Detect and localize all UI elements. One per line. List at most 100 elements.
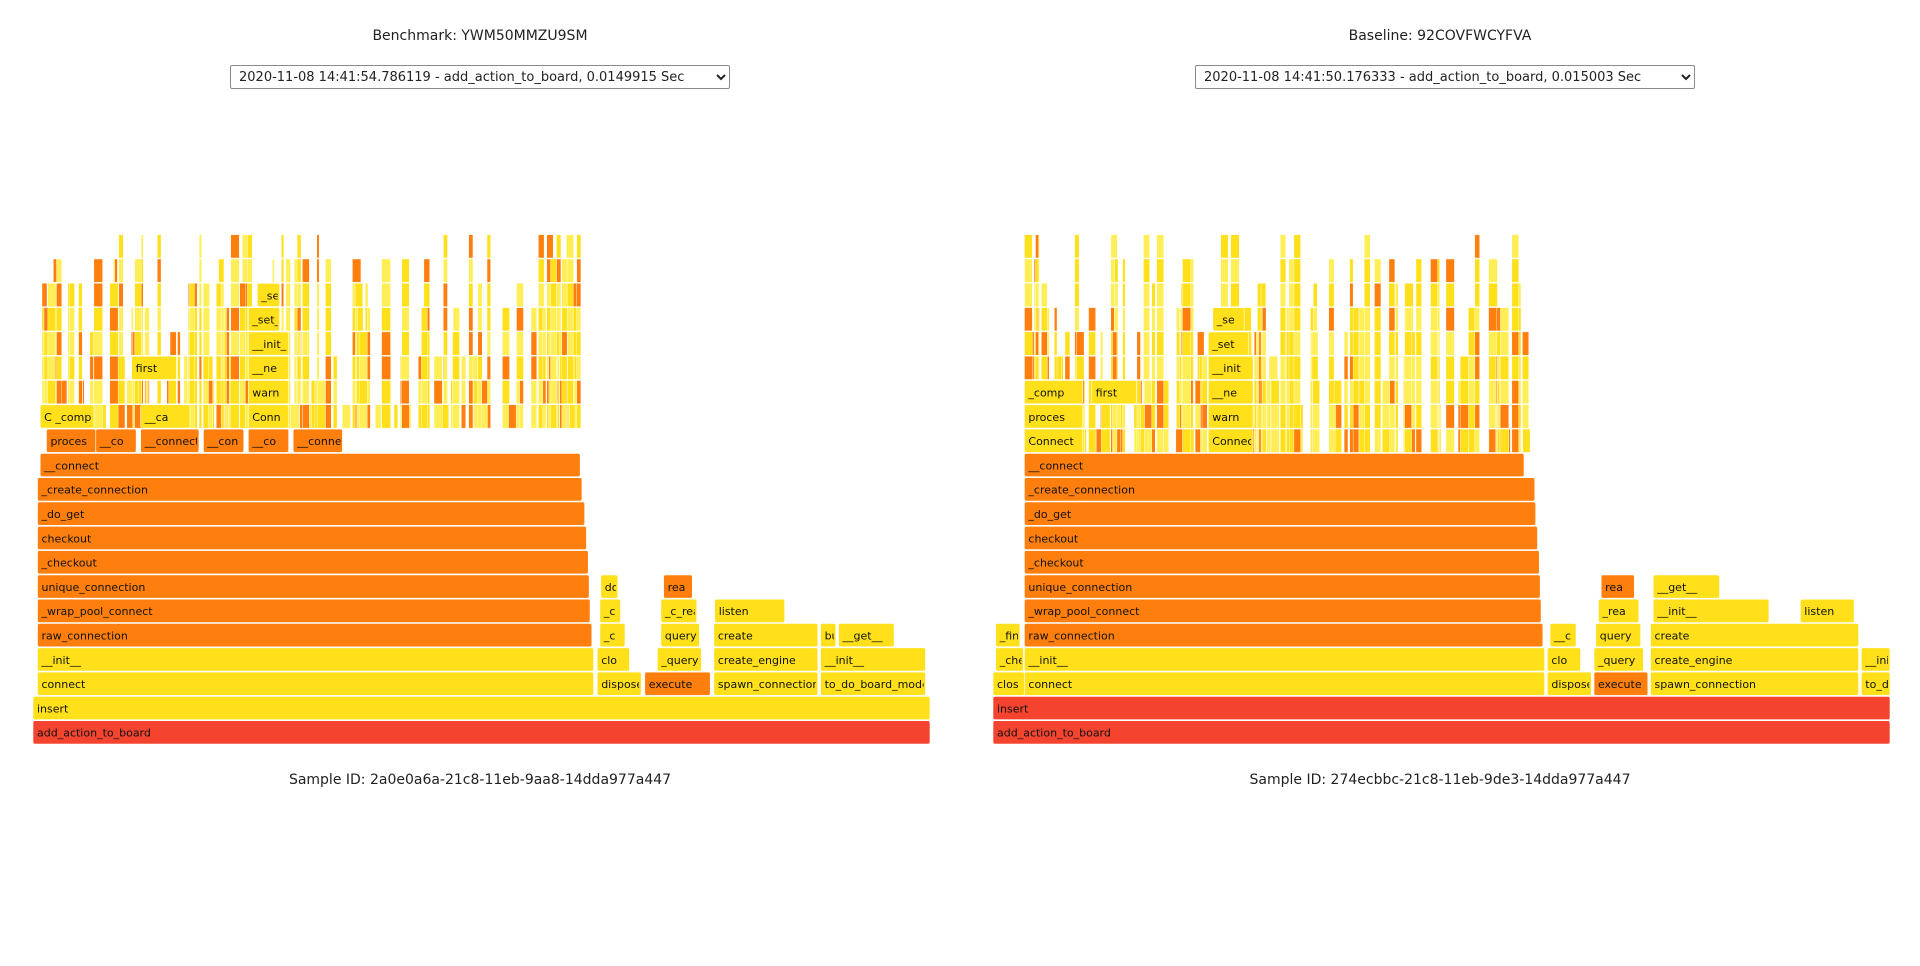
flame-sliver[interactable] xyxy=(296,355,302,380)
flame-sliver[interactable] xyxy=(1201,428,1208,453)
flame-sliver[interactable] xyxy=(1468,331,1476,356)
flame-sliver[interactable] xyxy=(357,307,364,332)
flame-sliver[interactable] xyxy=(1280,355,1286,380)
flame-sliver[interactable] xyxy=(452,331,460,356)
flame-sliver[interactable] xyxy=(1349,355,1354,380)
flame-sliver[interactable] xyxy=(1266,404,1271,429)
flame-frame[interactable]: __ne xyxy=(1207,380,1254,405)
flame-sliver[interactable] xyxy=(1343,355,1349,380)
flame-sliver[interactable] xyxy=(1374,428,1382,453)
flame-sliver[interactable] xyxy=(93,283,103,307)
flame-sliver[interactable] xyxy=(561,380,568,404)
flame-sliver[interactable] xyxy=(1156,307,1164,332)
flame-sliver[interactable] xyxy=(333,404,338,429)
flame-sliver[interactable] xyxy=(1374,283,1382,307)
flame-sliver[interactable] xyxy=(1328,355,1335,380)
flame-frame[interactable]: clos xyxy=(992,671,1025,696)
flame-sliver[interactable] xyxy=(281,234,284,259)
flame-sliver[interactable] xyxy=(118,307,124,332)
flame-sliver[interactable] xyxy=(1364,234,1371,259)
flame-frame-rect[interactable] xyxy=(599,623,626,648)
flame-sliver[interactable] xyxy=(530,404,538,429)
flame-sliver[interactable] xyxy=(1364,428,1371,453)
flame-sliver[interactable] xyxy=(486,258,491,283)
flame-sliver[interactable] xyxy=(239,283,246,307)
flame-sliver[interactable] xyxy=(1343,331,1349,356)
flame-sliver[interactable] xyxy=(1151,355,1156,380)
flame-sliver[interactable] xyxy=(216,307,222,332)
flame-sliver[interactable] xyxy=(1122,258,1126,283)
flame-sliver[interactable] xyxy=(189,355,195,380)
flame-frame-rect[interactable] xyxy=(1593,647,1644,672)
flame-frame[interactable]: __connect xyxy=(1024,453,1525,477)
flame-sliver[interactable] xyxy=(183,380,188,404)
flame-sliver[interactable] xyxy=(1415,307,1422,332)
flame-sliver[interactable] xyxy=(358,355,369,380)
flame-sliver[interactable] xyxy=(433,355,443,380)
flame-sliver[interactable] xyxy=(1280,234,1286,259)
flame-sliver[interactable] xyxy=(1100,355,1104,380)
flame-frame-rect[interactable] xyxy=(1024,647,1545,672)
flame-sliver[interactable] xyxy=(68,283,75,307)
flame-sliver[interactable] xyxy=(117,380,126,404)
flame-sliver[interactable] xyxy=(1054,355,1058,380)
flame-sliver[interactable] xyxy=(189,331,195,356)
flame-sliver[interactable] xyxy=(230,355,240,380)
flame-sliver[interactable] xyxy=(216,404,222,429)
flame-sliver[interactable] xyxy=(565,234,574,259)
flame-frame[interactable]: _fin xyxy=(995,623,1021,648)
flame-sliver[interactable] xyxy=(1522,331,1529,356)
flame-sliver[interactable] xyxy=(1500,307,1510,332)
flame-sliver[interactable] xyxy=(1415,380,1422,404)
flame-sliver[interactable] xyxy=(461,404,466,429)
flame-sliver[interactable] xyxy=(333,380,338,404)
flame-sliver[interactable] xyxy=(117,355,126,380)
flame-sliver[interactable] xyxy=(78,355,83,380)
flame-frame-rect[interactable] xyxy=(37,574,590,599)
flame-sliver[interactable] xyxy=(325,380,332,404)
flame-sliver[interactable] xyxy=(1312,404,1320,429)
flame-sliver[interactable] xyxy=(530,380,538,404)
flame-sliver[interactable] xyxy=(1293,380,1301,404)
flame-sliver[interactable] xyxy=(1488,283,1498,307)
flame-sliver[interactable] xyxy=(1151,283,1156,307)
flame-sliver[interactable] xyxy=(561,355,568,380)
flame-sliver[interactable] xyxy=(1511,258,1519,283)
flame-sliver[interactable] xyxy=(481,404,488,429)
flame-frame-rect[interactable] xyxy=(596,647,630,672)
flame-sliver[interactable] xyxy=(486,283,491,307)
flame-frame-rect[interactable] xyxy=(247,307,280,332)
flame-sliver[interactable] xyxy=(1488,428,1496,453)
flame-frame[interactable]: spawn_connection xyxy=(1650,671,1859,696)
flame-sliver[interactable] xyxy=(556,234,562,259)
flame-sliver[interactable] xyxy=(576,355,582,380)
flame-sliver[interactable] xyxy=(157,283,162,307)
flame-frame-rect[interactable] xyxy=(37,671,594,696)
flame-sliver[interactable] xyxy=(1122,355,1126,380)
flame-frame[interactable]: __connect xyxy=(292,428,353,453)
flame-sliver[interactable] xyxy=(1411,331,1416,356)
flame-sliver[interactable] xyxy=(516,331,524,356)
flame-sliver[interactable] xyxy=(1459,355,1469,380)
flame-sliver[interactable] xyxy=(565,258,574,283)
flame-sliver[interactable] xyxy=(516,404,520,429)
flame-sliver[interactable] xyxy=(1176,404,1181,429)
flame-sliver[interactable] xyxy=(1374,258,1382,283)
benchmark-sample-select[interactable]: 2020-11-08 14:41:54.786119 - add_action_… xyxy=(230,65,730,89)
flame-sliver[interactable] xyxy=(134,258,143,283)
flame-sliver[interactable] xyxy=(208,355,213,380)
flame-frame[interactable]: Conn xyxy=(247,404,289,429)
flame-sliver[interactable] xyxy=(1182,380,1191,404)
flame-sliver[interactable] xyxy=(481,380,488,404)
flame-sliver[interactable] xyxy=(1182,307,1191,332)
flame-sliver[interactable] xyxy=(285,283,291,307)
flame-sliver[interactable] xyxy=(316,258,320,283)
flame-sliver[interactable] xyxy=(433,404,443,429)
flame-sliver[interactable] xyxy=(443,380,448,404)
flame-sliver[interactable] xyxy=(1230,234,1240,259)
flame-sliver[interactable] xyxy=(109,404,119,429)
flame-sliver[interactable] xyxy=(1194,428,1201,453)
flame-frame[interactable]: to_do xyxy=(1860,671,1896,696)
flame-frame-rect[interactable] xyxy=(713,623,819,648)
flame-sliver[interactable] xyxy=(1270,380,1280,404)
